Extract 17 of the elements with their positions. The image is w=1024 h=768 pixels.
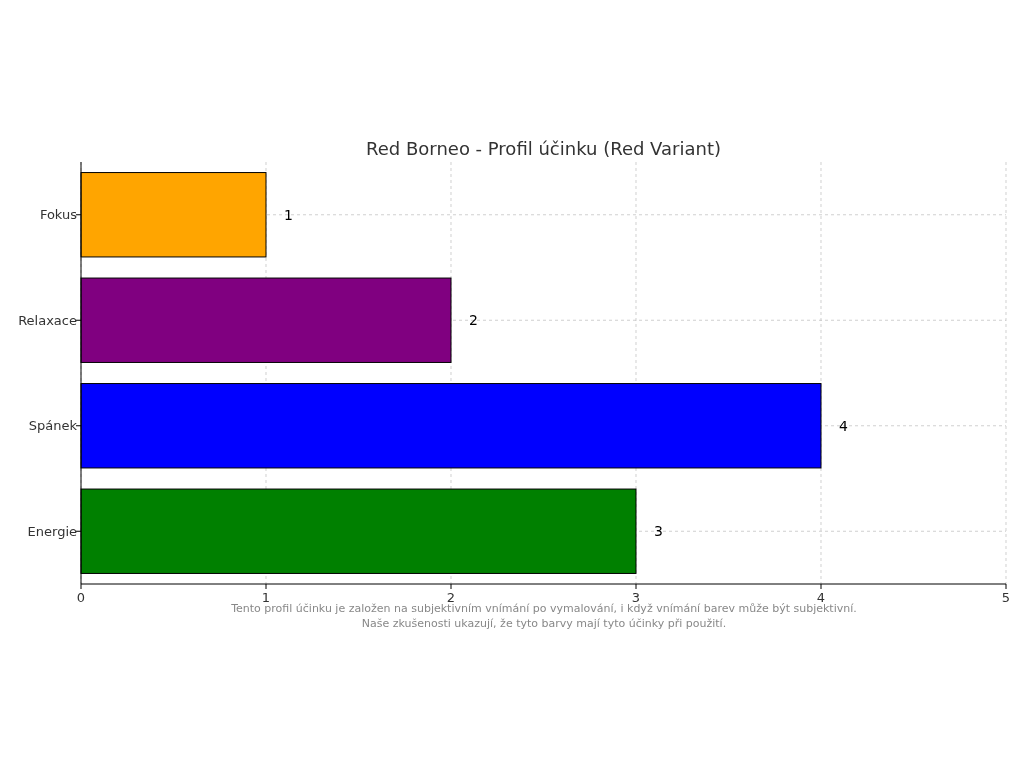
text: Tento profil účinku je založen na subjektivním vnímání po vymalování, i když vnímání barev může být subjektivní. <box>230 602 857 615</box>
x-tick-label: 4 <box>816 590 826 605</box>
data-label: 2 <box>469 312 478 329</box>
y-tick-label: Fokus <box>39 207 78 223</box>
y-tick-label: Energie <box>27 523 77 539</box>
x-tick-label: 1 <box>261 590 271 605</box>
y-tick-label: Relaxace <box>18 312 77 328</box>
x-tick-label: 5 <box>1001 590 1011 605</box>
x-tick-label: 0 <box>76 590 86 605</box>
chart-title: Red Borneo - Profil účinku (Red Variant) <box>366 138 721 159</box>
data-label: 3 <box>654 523 663 540</box>
x-tick-label: 3 <box>631 590 641 605</box>
data-label: 4 <box>839 417 848 434</box>
x-tick-label: 2 <box>446 590 456 605</box>
y-tick-label: Spánek <box>28 418 78 434</box>
data-label: 1 <box>284 206 293 223</box>
text: Naše zkušenosti ukazují, že tyto barvy mají tyto účinky při použití. <box>361 617 727 630</box>
